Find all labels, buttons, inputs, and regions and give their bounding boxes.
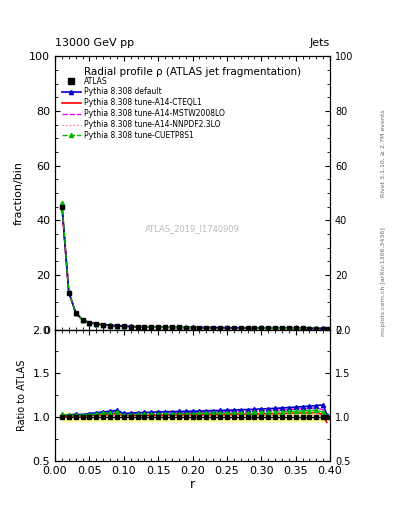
Text: Rivet 3.1.10, ≥ 2.7M events: Rivet 3.1.10, ≥ 2.7M events <box>381 110 386 198</box>
Text: Radial profile ρ (ATLAS jet fragmentation): Radial profile ρ (ATLAS jet fragmentatio… <box>84 67 301 77</box>
Y-axis label: fraction/bin: fraction/bin <box>14 161 24 225</box>
Legend: ATLAS, Pythia 8.308 default, Pythia 8.308 tune-A14-CTEQL1, Pythia 8.308 tune-A14: ATLAS, Pythia 8.308 default, Pythia 8.30… <box>62 76 225 140</box>
Text: 13000 GeV pp: 13000 GeV pp <box>55 38 134 48</box>
Y-axis label: Ratio to ATLAS: Ratio to ATLAS <box>17 359 27 431</box>
X-axis label: r: r <box>190 478 195 492</box>
Text: mcplots.cern.ch [arXiv:1306.3436]: mcplots.cern.ch [arXiv:1306.3436] <box>381 227 386 336</box>
Text: ATLAS_2019_I1740909: ATLAS_2019_I1740909 <box>145 224 240 233</box>
Text: Jets: Jets <box>310 38 330 48</box>
